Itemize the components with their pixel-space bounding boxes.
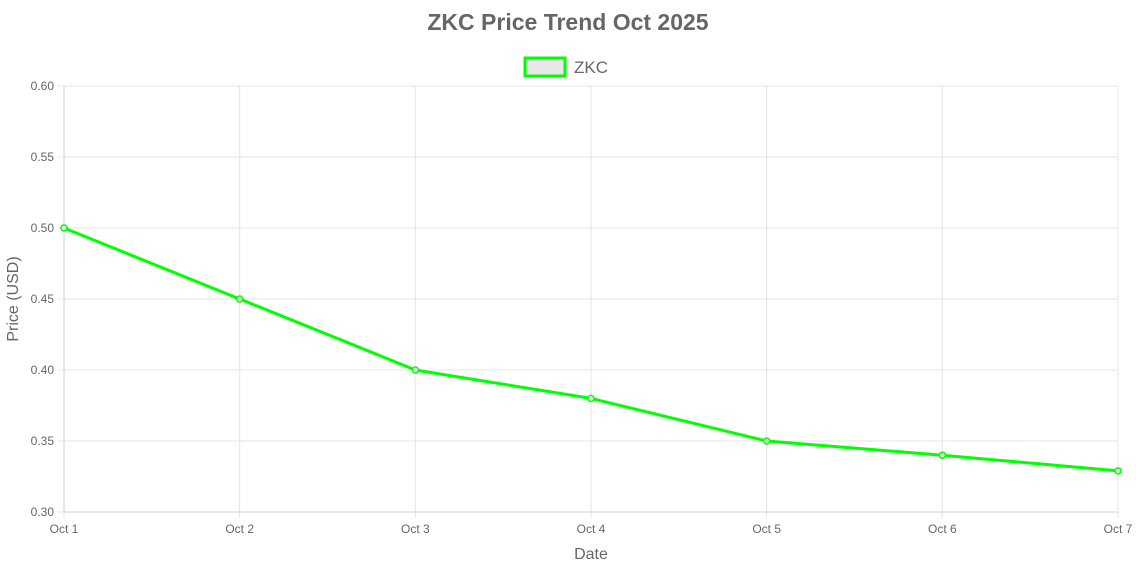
data-point[interactable] xyxy=(762,437,771,445)
grid-lines xyxy=(58,85,1119,518)
y-tick-label: 0.40 xyxy=(31,363,55,377)
data-point[interactable] xyxy=(411,366,420,374)
y-axis-ticks: 0.30 0.35 0.40 0.45 0.50 0.55 0.60 xyxy=(31,79,55,519)
x-tick-label: Oct 6 xyxy=(928,522,957,536)
y-tick-label: 0.55 xyxy=(31,150,55,164)
x-tick-label: Oct 1 xyxy=(50,522,79,536)
x-tick-label: Oct 7 xyxy=(1104,522,1133,536)
y-tick-label: 0.35 xyxy=(31,434,55,448)
axes xyxy=(63,86,1118,513)
chart-title: ZKC Price Trend Oct 2025 xyxy=(427,9,708,35)
x-tick-label: Oct 3 xyxy=(401,522,430,536)
x-tick-label: Oct 2 xyxy=(225,522,254,536)
legend-label-zkc: ZKC xyxy=(574,58,608,77)
x-axis-title: Date xyxy=(574,546,608,563)
legend[interactable]: ZKC xyxy=(523,56,608,78)
data-point[interactable] xyxy=(938,451,947,459)
y-tick-label: 0.30 xyxy=(31,505,55,519)
x-axis-ticks: Oct 1 Oct 2 Oct 3 Oct 4 Oct 5 Oct 6 Oct 7 xyxy=(50,522,1133,536)
x-tick-label: Oct 5 xyxy=(752,522,781,536)
y-tick-label: 0.50 xyxy=(31,221,55,235)
x-tick-label: Oct 4 xyxy=(577,522,606,536)
y-tick-label: 0.45 xyxy=(31,292,55,306)
y-tick-label: 0.60 xyxy=(31,79,55,93)
data-point[interactable] xyxy=(587,394,595,403)
data-point[interactable] xyxy=(235,295,244,303)
series-zkc xyxy=(60,224,1122,475)
legend-swatch-zkc xyxy=(523,56,567,78)
data-point[interactable] xyxy=(60,224,68,232)
data-point[interactable] xyxy=(1114,467,1122,475)
y-axis-title: Price (USD) xyxy=(5,256,22,341)
